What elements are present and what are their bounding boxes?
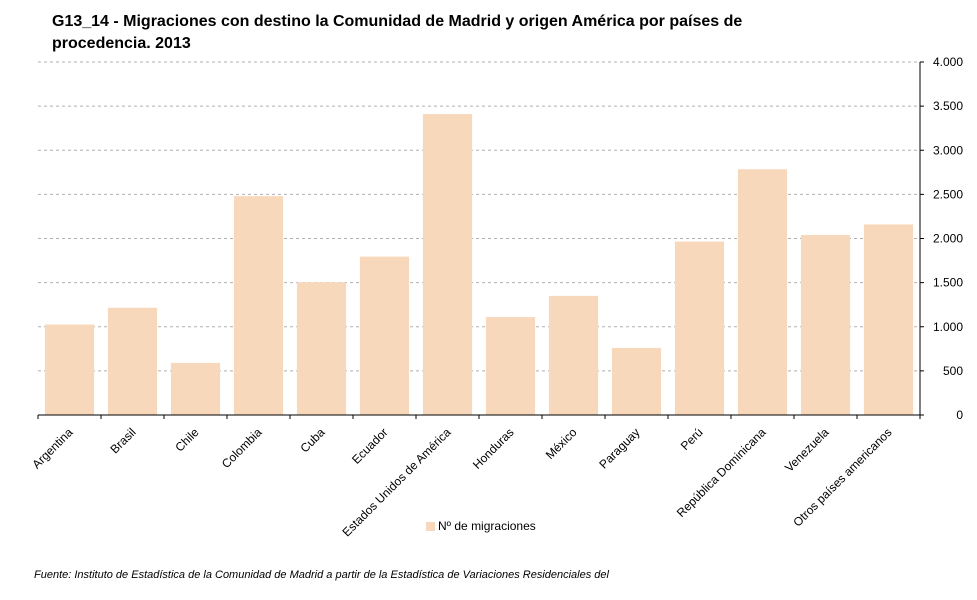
bar (170, 362, 221, 415)
bar (674, 241, 725, 415)
bar (863, 224, 914, 415)
bar (485, 317, 536, 415)
x-tick-label: Argentina (29, 425, 75, 471)
bar (359, 256, 410, 415)
bar (233, 196, 284, 415)
bar (611, 347, 662, 415)
y-tick-label: 1.500 (933, 276, 963, 290)
bar (422, 114, 473, 415)
x-tick-label: Cuba (297, 425, 327, 455)
legend-swatch (426, 521, 435, 531)
y-tick-label: 2.500 (933, 187, 963, 201)
y-tick-label: 3.500 (933, 99, 963, 113)
source-note: Fuente: Instituto de Estadística de la C… (34, 569, 609, 581)
x-tick-label: Ecuador (349, 425, 391, 467)
y-tick-label: 500 (943, 364, 963, 378)
bar (548, 295, 599, 415)
x-tick-label: Colombia (219, 425, 265, 471)
bar (737, 169, 788, 415)
bar (44, 324, 95, 415)
x-tick-label: México (543, 425, 580, 462)
bar (296, 282, 347, 415)
bar (107, 307, 158, 415)
y-tick-label: 1.000 (933, 320, 963, 334)
y-tick-label: 2.000 (933, 232, 963, 246)
x-tick-label: Paraguay (596, 425, 642, 471)
x-tick-label: Honduras (470, 425, 517, 472)
x-tick-label: Chile (172, 425, 201, 454)
x-tick-label: Venezuela (782, 425, 832, 475)
x-tick-label: Brasil (107, 425, 138, 456)
chart-title: G13_14 - Migraciones con destino la Comu… (52, 13, 743, 52)
x-tick-label: Perú (678, 425, 706, 453)
y-tick-label: 4.000 (933, 55, 963, 69)
legend-label: Nº de migraciones (438, 519, 536, 533)
bar (800, 234, 851, 415)
y-tick-label: 3.000 (933, 143, 963, 157)
legend: Nº de migraciones (426, 519, 536, 533)
y-tick-label: 0 (956, 408, 963, 422)
